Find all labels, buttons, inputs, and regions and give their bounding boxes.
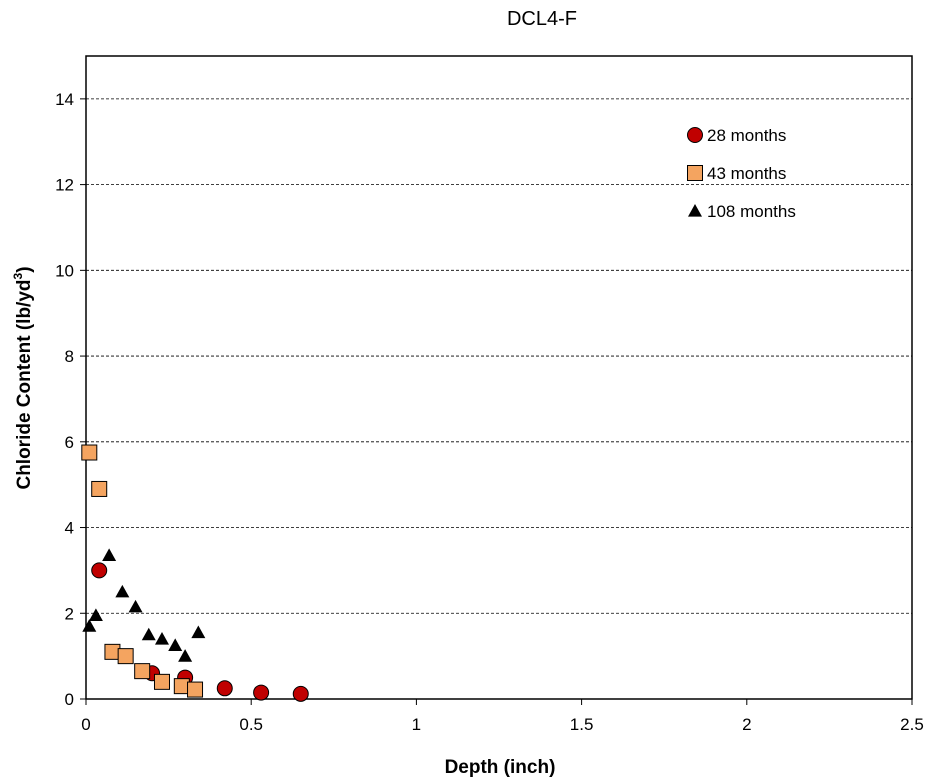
data-point-triangle [102, 548, 117, 561]
legend-label: 108 months [707, 202, 796, 221]
legend-label: 43 months [707, 164, 786, 183]
plot-area [85, 55, 913, 700]
data-point-triangle [141, 627, 156, 641]
y-axis-label-superscript: 3 [11, 272, 25, 279]
legend-label: 28 months [707, 126, 786, 145]
data-point-square [81, 444, 98, 461]
x-axis-label: Depth (inch) [445, 757, 556, 778]
data-point-square [91, 480, 108, 497]
x-tick-label: 1.5 [570, 715, 594, 734]
data-point-circle [91, 562, 108, 579]
legend-marker-square [687, 165, 703, 181]
x-tick-label: 0 [81, 715, 90, 734]
y-tick-label: 6 [65, 433, 74, 452]
data-point-triangle [178, 649, 193, 662]
data-point-square [134, 663, 151, 680]
legend-marker-triangle [688, 204, 702, 217]
data-point-triangle [191, 625, 206, 639]
y-tick-label: 12 [55, 176, 74, 195]
data-point-circle [253, 684, 270, 701]
data-points [81, 444, 309, 702]
data-point-square [187, 681, 204, 698]
data-point-triangle [82, 619, 97, 632]
y-tick-label: 4 [65, 519, 74, 538]
x-tick-label: 2.5 [900, 715, 924, 734]
chart-title: DCL4-F [507, 8, 577, 30]
x-tick-labels: 0 0.5 1 1.5 2 2.5 [81, 699, 924, 734]
y-tick-label: 14 [55, 90, 74, 109]
data-point-triangle [154, 631, 169, 645]
y-axis-label-main: Chloride Content (lb/yd [14, 279, 35, 489]
data-point-square [153, 673, 170, 690]
data-point-triangle [168, 638, 183, 652]
grid-lines [86, 98, 912, 614]
data-point-triangle [115, 584, 130, 598]
x-tick-label: 1 [412, 715, 421, 734]
data-point-triangle [128, 599, 143, 613]
data-point-triangle [88, 608, 103, 622]
y-axis-label-end: ) [14, 266, 35, 272]
data-point-square [117, 648, 134, 665]
legend: 28 months 43 months 108 months [687, 126, 796, 221]
data-point-circle [292, 685, 309, 702]
y-axis-label: Chloride Content (lb/yd3) [11, 266, 35, 489]
y-tick-label: 0 [65, 690, 74, 709]
y-tick-label: 8 [65, 347, 74, 366]
y-tick-labels: 0 2 4 6 8 10 12 14 [55, 90, 86, 709]
y-tick-label: 10 [55, 261, 74, 280]
data-point-circle [216, 680, 233, 697]
legend-marker-circle [687, 127, 703, 143]
x-tick-label: 2 [742, 715, 751, 734]
y-tick-label: 2 [65, 604, 74, 623]
x-tick-label: 0.5 [239, 715, 263, 734]
